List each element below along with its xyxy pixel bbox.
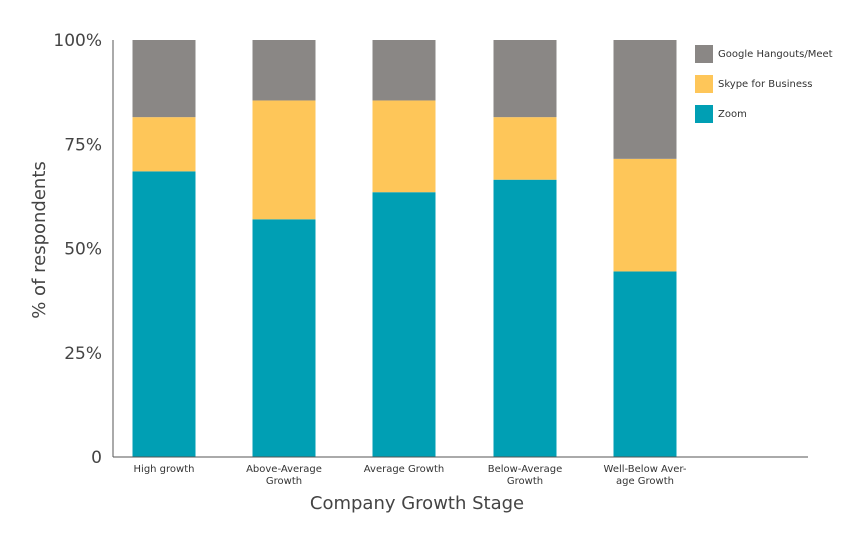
- x-category-label: Well-Below Aver-: [604, 464, 687, 475]
- y-axis-title: % of respondents: [29, 161, 50, 319]
- x-category-label: Growth: [266, 476, 302, 487]
- bar-segment-skype-for-business: [613, 158, 677, 272]
- bar-segment-skype-for-business: [132, 117, 196, 172]
- bar-segment-zoom: [252, 219, 316, 457]
- x-category-label: Average Growth: [364, 464, 444, 475]
- legend-label: Google Hangouts/Meet: [718, 49, 833, 60]
- legend-label: Zoom: [718, 109, 747, 120]
- legend-swatch: [695, 105, 713, 123]
- y-tick-label: 0: [91, 448, 102, 468]
- y-axis-ticks: 0 25% 50% 75% 100%: [53, 31, 102, 468]
- bar-segment-skype-for-business: [252, 100, 316, 220]
- bars-group: [132, 40, 677, 458]
- y-tick-label: 25%: [64, 344, 102, 364]
- x-axis-title: Company Growth Stage: [310, 493, 524, 514]
- bar-segment-skype-for-business: [372, 100, 436, 193]
- x-category-label: High growth: [134, 464, 195, 475]
- bar-segment-zoom: [613, 271, 677, 457]
- bar-segment-google-hangouts-meet: [493, 40, 557, 118]
- x-category-label: Below-Average: [488, 464, 563, 475]
- bar-segment-google-hangouts-meet: [252, 40, 316, 101]
- bar-segment-zoom: [493, 179, 557, 457]
- bar-segment-zoom: [132, 171, 196, 458]
- x-category-label: age Growth: [616, 476, 674, 487]
- bar-segment-skype-for-business: [493, 117, 557, 180]
- bar-segment-google-hangouts-meet: [132, 40, 196, 118]
- legend-swatch: [695, 45, 713, 63]
- x-category-label: Above-Average: [246, 464, 322, 475]
- bar-segment-google-hangouts-meet: [613, 40, 677, 159]
- legend-label: Skype for Business: [718, 79, 812, 90]
- legend-swatch: [695, 75, 713, 93]
- x-category-label: Growth: [507, 476, 543, 487]
- y-tick-label: 100%: [53, 31, 102, 51]
- bar-segment-google-hangouts-meet: [372, 40, 436, 101]
- y-tick-label: 75%: [64, 135, 102, 155]
- bar-segment-zoom: [372, 192, 436, 457]
- y-tick-label: 50%: [64, 240, 102, 260]
- legend: Google Hangouts/Meet Skype for Business Zo…: [695, 45, 833, 123]
